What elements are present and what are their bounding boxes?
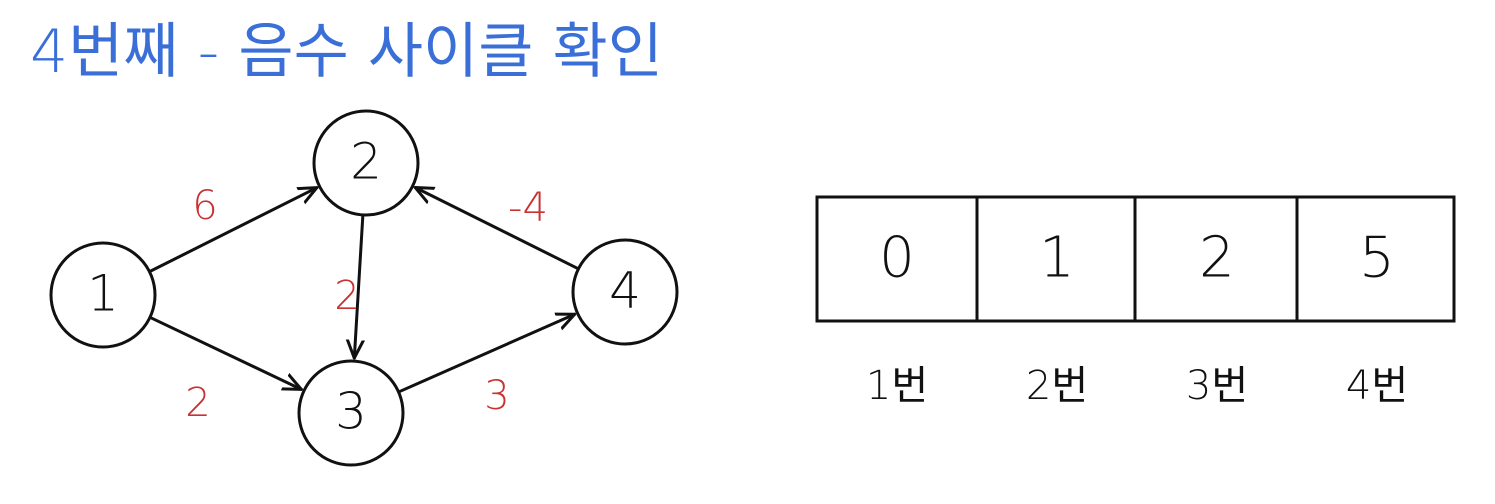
distance-table: 0 1번 1 2번 2 3번 5 4번: [815, 195, 1456, 409]
node-2: 2: [312, 109, 420, 217]
edge-3-4: [398, 314, 577, 393]
table-cell-value: 0: [879, 225, 915, 290]
node-4: 4: [571, 238, 679, 346]
node-circle: [571, 238, 679, 346]
table-cell-caption: 2번: [1026, 363, 1088, 409]
table-cell-caption: 3번: [1186, 363, 1248, 409]
edge-weight-4-2: -4: [508, 185, 548, 231]
table-cell-caption: 1번: [866, 363, 928, 409]
table-cell-value: 1: [1039, 225, 1075, 290]
edge-weight-2-3: 2: [334, 273, 359, 319]
node-3: 3: [297, 359, 405, 467]
node-label: 2: [350, 133, 382, 191]
edge-2-3: [354, 215, 362, 360]
table-cell-value: 5: [1359, 225, 1395, 290]
edge-4-2: [413, 186, 579, 270]
node-circle: [312, 109, 420, 217]
edge-weight-3-4: 3: [484, 373, 509, 419]
node-1: 1: [49, 241, 157, 349]
edge-weight-1-2: 6: [192, 183, 217, 229]
edge-weight-1-3: 2: [185, 380, 210, 426]
table-cell-value: 2: [1199, 225, 1235, 290]
diagram-title: 4번째 - 음수 사이클 확인: [30, 17, 663, 87]
node-label: 4: [609, 262, 641, 320]
table-cell-caption: 4번: [1346, 363, 1408, 409]
node-label: 3: [335, 383, 367, 441]
edge-1-2: [149, 186, 319, 273]
graph-nodes: 1 2 3 4: [49, 109, 679, 467]
node-label: 1: [87, 265, 119, 323]
graph-edges: [149, 186, 579, 393]
node-circle: [297, 359, 405, 467]
node-circle: [49, 241, 157, 349]
edge-weights: 6 2 2 3 -4: [185, 183, 548, 426]
edge-1-3: [150, 316, 303, 391]
